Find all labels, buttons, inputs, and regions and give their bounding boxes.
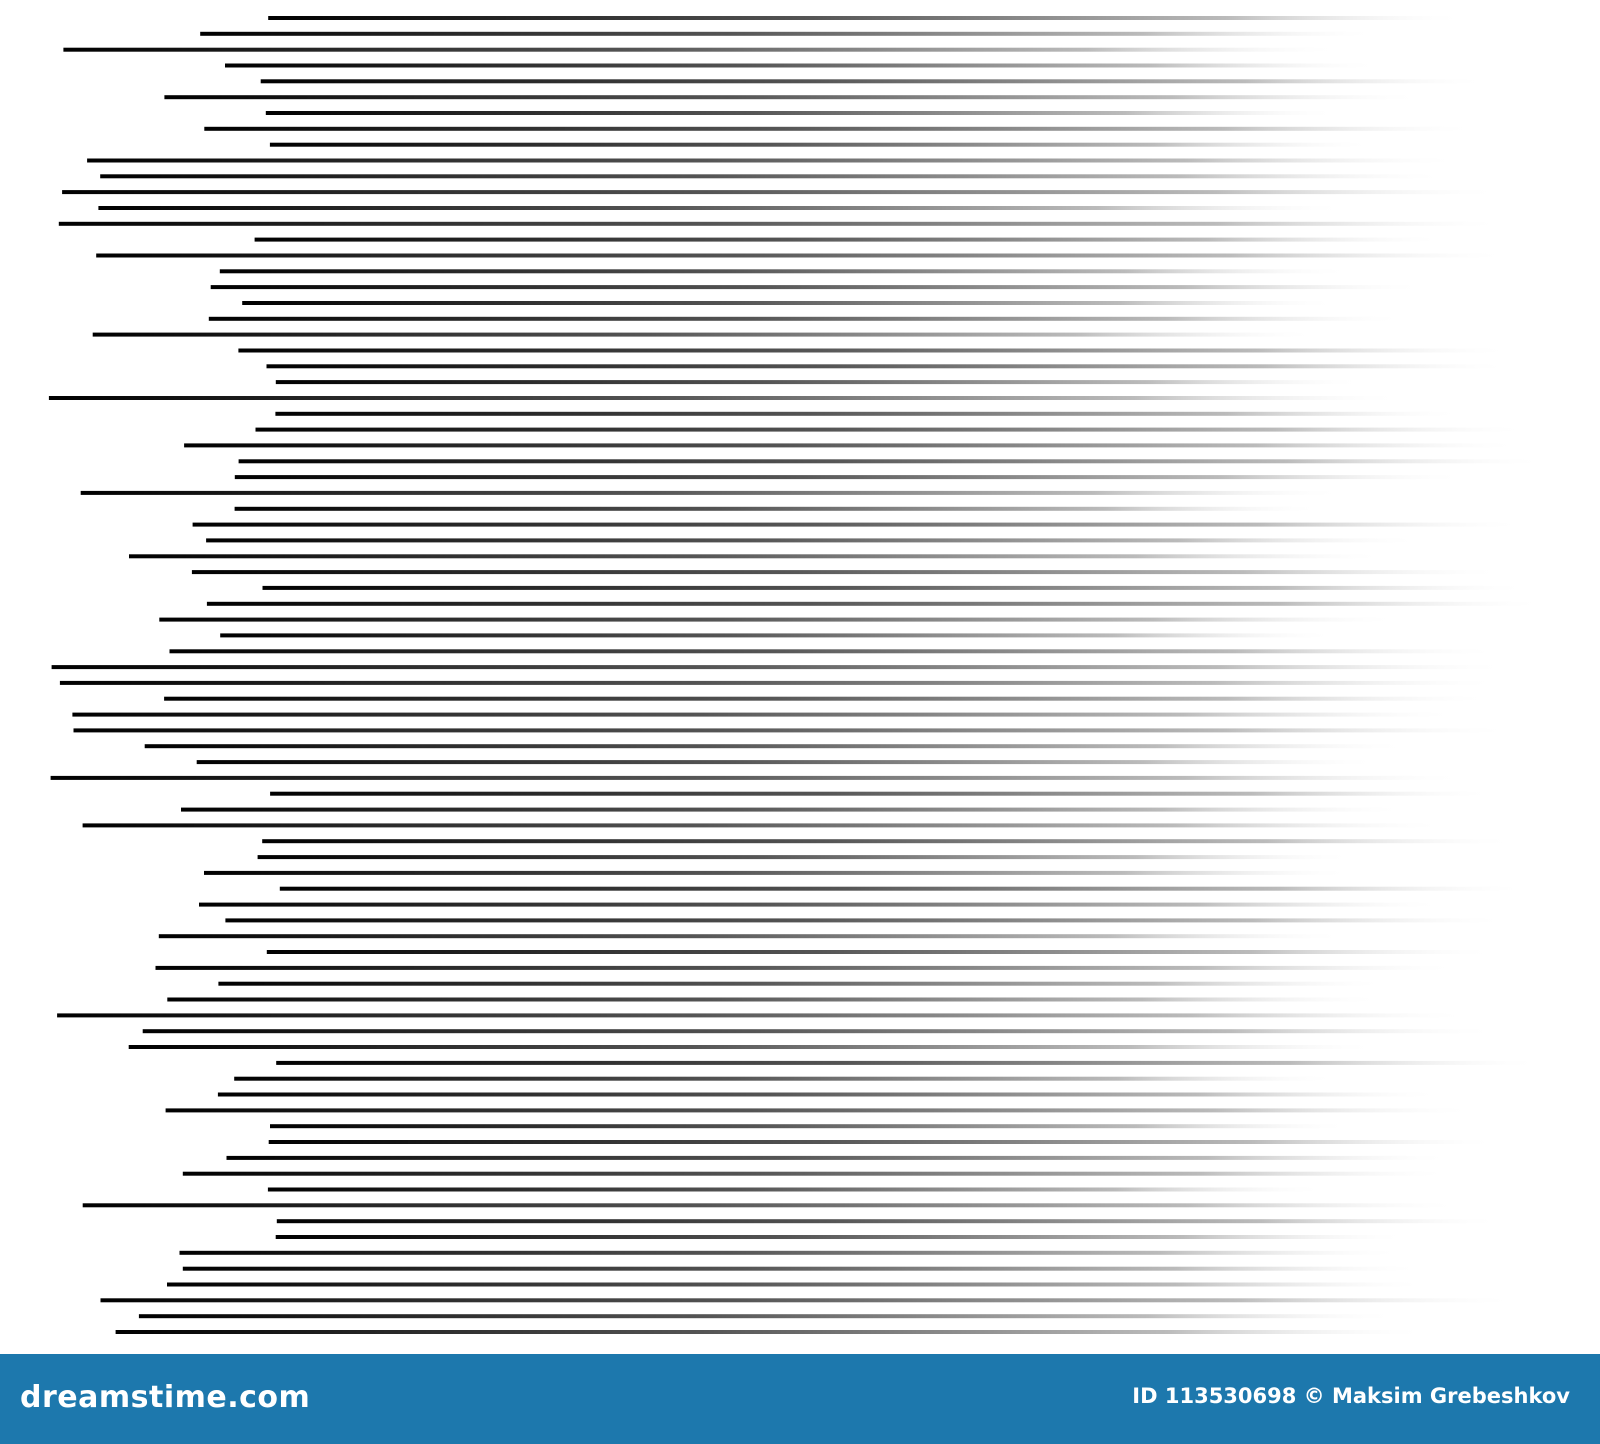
speed-line xyxy=(254,237,1447,242)
speed-line xyxy=(219,269,1354,274)
speed-line xyxy=(206,538,1425,543)
speed-line xyxy=(51,665,1512,670)
speed-line xyxy=(204,870,1355,875)
speed-line xyxy=(225,918,1510,923)
speed-line xyxy=(128,1045,1380,1049)
speed-line xyxy=(98,206,1349,210)
speed-line xyxy=(267,1187,1328,1192)
speed-line xyxy=(204,126,1479,131)
speed-line xyxy=(260,79,1491,84)
speed-line xyxy=(269,142,1375,147)
speed-line xyxy=(158,934,1348,939)
speed-line xyxy=(57,1013,1473,1018)
speed-line xyxy=(167,997,1386,1002)
speed-line xyxy=(234,506,1324,511)
speed-line xyxy=(262,585,1532,590)
footer-bar: dreamstime.com ID 113530698 © Maksim Gre… xyxy=(0,1354,1600,1444)
speed-line xyxy=(164,696,1494,701)
speed-line xyxy=(167,1282,1431,1287)
speed-line xyxy=(225,63,1383,68)
speed-line xyxy=(182,1266,1425,1271)
speed-line xyxy=(63,47,1344,52)
speed-line xyxy=(210,285,1427,290)
speed-line xyxy=(100,1298,1521,1303)
speed-line xyxy=(182,1171,1453,1176)
speed-line xyxy=(265,111,1340,115)
speed-line xyxy=(59,680,1503,685)
speed-line xyxy=(238,459,1549,464)
speed-line xyxy=(48,396,1405,400)
speed-line xyxy=(192,522,1528,527)
speed-line xyxy=(276,1060,1545,1065)
speed-line xyxy=(276,1219,1505,1224)
speed-line xyxy=(72,712,1461,717)
speed-line xyxy=(220,633,1339,638)
credit: ID 113530698 © Maksim Grebeshkov xyxy=(1132,1384,1570,1408)
speed-line xyxy=(275,380,1366,385)
speed-line xyxy=(82,823,1449,828)
speed-line xyxy=(226,1155,1454,1160)
speed-line xyxy=(266,364,1513,369)
speed-line xyxy=(80,490,1348,495)
speed-line xyxy=(82,1203,1465,1208)
speed-line xyxy=(242,301,1340,305)
speed-line xyxy=(50,775,1468,780)
speed-line xyxy=(179,1250,1406,1255)
speed-line xyxy=(279,886,1529,891)
speed-line xyxy=(257,855,1355,860)
speed-line xyxy=(196,760,1381,765)
speed-line xyxy=(266,950,1498,954)
speed-line xyxy=(238,348,1514,353)
speed-line xyxy=(164,95,1425,100)
speed-line xyxy=(144,744,1411,749)
speed-line xyxy=(73,728,1515,733)
speed-line xyxy=(129,554,1388,559)
logo: dreamstime.com xyxy=(20,1380,311,1415)
speed-line xyxy=(96,253,1512,258)
speed-line xyxy=(142,1029,1501,1034)
speed-line xyxy=(218,981,1388,986)
speed-line xyxy=(208,316,1408,321)
speed-line xyxy=(255,427,1531,432)
speed-line xyxy=(165,1108,1478,1113)
speed-line xyxy=(199,902,1446,907)
speed-line xyxy=(234,475,1468,480)
speed-line xyxy=(268,1140,1501,1144)
speed-line xyxy=(169,649,1502,654)
speed-line xyxy=(87,158,1463,163)
speed-line xyxy=(138,1314,1401,1319)
speed-line xyxy=(270,791,1497,796)
speed-line xyxy=(206,601,1549,606)
speed-line xyxy=(159,617,1402,622)
speed-line xyxy=(58,221,1508,226)
speed-line xyxy=(181,807,1408,812)
speed-line xyxy=(234,1076,1340,1081)
speed-line xyxy=(100,174,1450,179)
speed-line xyxy=(275,411,1465,416)
speed-line xyxy=(268,16,1468,20)
speed-line xyxy=(191,570,1506,575)
speed-line xyxy=(115,1330,1430,1334)
speed-line xyxy=(262,839,1518,844)
speed-line xyxy=(184,443,1524,448)
speed-line xyxy=(275,1235,1410,1239)
speed-line xyxy=(62,190,1505,195)
speed-line xyxy=(217,1092,1444,1097)
speed-line xyxy=(200,31,1380,36)
speed-lines-art xyxy=(48,16,1549,1334)
speed-line xyxy=(155,965,1461,970)
speed-line xyxy=(92,332,1322,337)
speed-line xyxy=(270,1124,1353,1129)
speed-lines xyxy=(48,16,1549,1334)
